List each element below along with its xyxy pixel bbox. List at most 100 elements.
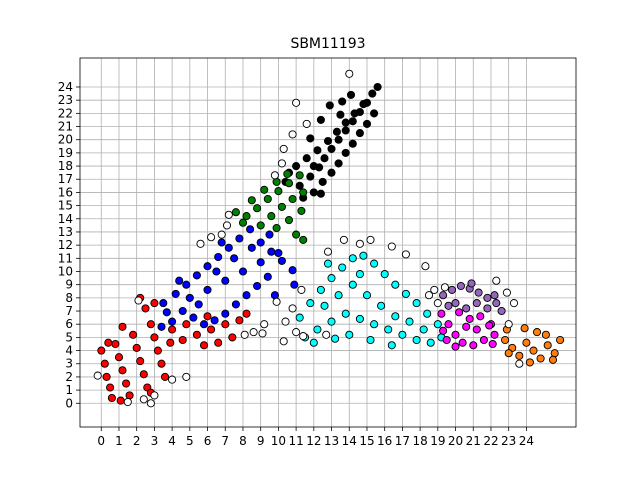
- data-point: [242, 309, 251, 318]
- data-point: [132, 343, 141, 352]
- data-point: [295, 313, 304, 322]
- data-point: [150, 333, 159, 342]
- data-point: [391, 312, 400, 321]
- series-magenta: [437, 308, 499, 351]
- x-tick-label: 6: [204, 434, 212, 448]
- data-point: [222, 221, 232, 230]
- x-tick-label: 24: [519, 434, 534, 448]
- x-tick-label: 17: [395, 434, 410, 448]
- data-point: [221, 320, 230, 329]
- data-point: [456, 281, 465, 291]
- data-point: [207, 325, 216, 334]
- data-point: [277, 256, 286, 265]
- data-point: [306, 134, 315, 143]
- data-point: [182, 320, 191, 329]
- data-point: [401, 250, 410, 259]
- data-point: [104, 338, 113, 347]
- data-point: [483, 304, 492, 313]
- data-point: [288, 304, 297, 313]
- data-point: [238, 267, 248, 276]
- x-tick-label: 19: [430, 434, 445, 448]
- data-point: [430, 285, 439, 294]
- data-point: [550, 349, 559, 358]
- y-tick-label: 22: [58, 106, 73, 120]
- data-point: [290, 280, 299, 289]
- data-point: [387, 242, 396, 251]
- data-point: [355, 314, 364, 323]
- data-point: [472, 299, 481, 308]
- y-tick-label: 23: [58, 93, 73, 107]
- data-point: [178, 335, 187, 345]
- data-point: [123, 397, 132, 407]
- data-point: [182, 372, 191, 381]
- data-point: [325, 101, 334, 110]
- data-point: [194, 300, 203, 309]
- data-point: [292, 328, 301, 337]
- data-point: [359, 100, 368, 109]
- x-tick-label: 23: [501, 434, 516, 448]
- data-point: [199, 320, 209, 329]
- x-tick-label: 16: [377, 434, 392, 448]
- x-tick-label: 22: [483, 434, 498, 448]
- data-point: [192, 271, 201, 280]
- y-tick-label: 19: [58, 146, 73, 160]
- data-point: [348, 139, 357, 148]
- data-point: [502, 288, 511, 297]
- x-tick-label: 0: [97, 434, 105, 448]
- data-point: [263, 194, 272, 204]
- data-point: [246, 225, 255, 234]
- x-tick-label: 11: [288, 434, 303, 448]
- data-point: [336, 110, 345, 119]
- x-tick-label: 3: [151, 434, 159, 448]
- data-point: [350, 109, 359, 118]
- data-point: [267, 212, 276, 221]
- data-point: [168, 375, 177, 384]
- data-point: [346, 90, 356, 99]
- data-point: [313, 146, 322, 155]
- data-point: [345, 330, 354, 339]
- series-blue: [157, 225, 299, 331]
- y-tick-label: 12: [58, 238, 73, 252]
- data-point: [146, 399, 155, 408]
- data-point: [256, 258, 265, 267]
- y-tick-label: 6: [65, 317, 73, 331]
- data-point: [447, 285, 457, 294]
- data-point: [327, 144, 336, 153]
- data-point: [387, 341, 396, 350]
- data-point: [543, 341, 552, 350]
- data-point: [277, 202, 286, 211]
- data-point: [440, 283, 449, 292]
- data-point: [322, 330, 331, 339]
- x-tick-label: 13: [324, 434, 339, 448]
- data-point: [189, 313, 198, 322]
- data-point: [260, 185, 269, 194]
- data-point: [267, 247, 276, 256]
- y-tick-label: 2: [65, 370, 73, 384]
- data-point: [93, 371, 102, 380]
- data-point: [256, 238, 265, 247]
- data-point: [455, 308, 464, 317]
- x-tick-label: 5: [186, 434, 194, 448]
- y-tick-label: 4: [65, 344, 73, 358]
- data-point: [433, 320, 442, 329]
- data-point: [247, 243, 256, 252]
- data-point: [270, 171, 279, 180]
- data-point: [168, 317, 177, 326]
- data-point: [297, 285, 306, 294]
- data-point: [102, 372, 111, 381]
- data-point: [288, 130, 297, 139]
- series-red: [97, 293, 251, 405]
- data-point: [295, 171, 304, 180]
- data-point: [469, 341, 478, 350]
- data-point: [380, 270, 389, 279]
- data-point: [281, 317, 290, 326]
- data-point: [421, 262, 430, 271]
- data-point: [309, 338, 318, 347]
- data-point: [309, 188, 318, 197]
- data-point: [168, 325, 177, 334]
- grid: [80, 58, 576, 427]
- data-point: [166, 338, 175, 347]
- data-point: [504, 320, 513, 329]
- data-point: [424, 291, 434, 300]
- data-point: [373, 82, 382, 92]
